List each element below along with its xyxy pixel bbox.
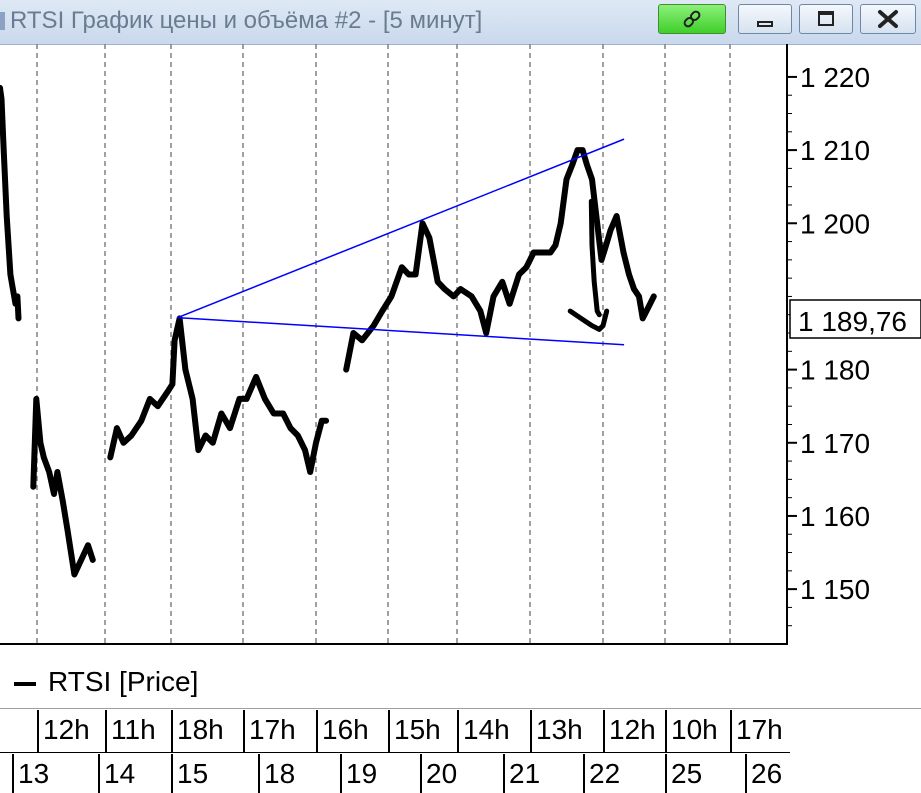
hand-drawn-arrow xyxy=(567,198,610,332)
time-axis-separator xyxy=(665,710,667,752)
time-label: 17h xyxy=(249,714,296,745)
time-axis-top-border xyxy=(0,708,921,709)
price-line-segment xyxy=(107,315,330,475)
time-axis-separator xyxy=(171,710,173,752)
time-label: 15h xyxy=(394,714,441,745)
time-axis-separator xyxy=(665,754,667,793)
time-axis-separator xyxy=(316,710,318,752)
price-chart: 1 220 1 210 1 200 1 180 1 170 1 160 1 150 1 18… xyxy=(0,44,921,645)
time-axis-separator xyxy=(37,710,39,752)
time-axis-separator xyxy=(503,754,505,793)
date-label: 22 xyxy=(589,758,621,789)
minimize-icon xyxy=(757,21,773,27)
date-label: 21 xyxy=(509,758,541,789)
trendline[interactable] xyxy=(177,316,625,346)
time-axis-separator xyxy=(388,710,390,752)
price-tick-label: 1 220 xyxy=(800,62,870,93)
date-label: 13 xyxy=(18,758,50,789)
time-label: 12h xyxy=(43,714,90,745)
chart-legend: RTSI [Price] xyxy=(14,666,198,698)
minimize-button[interactable] xyxy=(738,4,792,34)
date-label: 19 xyxy=(346,758,378,789)
date-label: 14 xyxy=(104,758,136,789)
time-axis-separator xyxy=(603,710,605,752)
date-label: 18 xyxy=(264,758,296,789)
legend-label: RTSI [Price] xyxy=(48,666,199,697)
time-label: 11h xyxy=(111,714,156,745)
close-button[interactable] xyxy=(860,4,916,34)
time-axis-divider xyxy=(0,752,790,753)
time-axis-separator xyxy=(745,754,747,793)
maximize-icon xyxy=(818,11,834,26)
date-label: 25 xyxy=(671,758,703,789)
time-axis-separator xyxy=(340,754,342,793)
link-button[interactable] xyxy=(658,4,726,34)
price-line-segment xyxy=(0,84,22,322)
time-axis-separator xyxy=(420,754,422,793)
time-label: 16h xyxy=(322,714,369,745)
time-label: 12h xyxy=(609,714,656,745)
price-tick-label: 1 180 xyxy=(800,355,870,386)
last-price-box xyxy=(789,299,921,339)
price-series xyxy=(0,84,657,578)
price-line-segment xyxy=(343,147,657,373)
time-label: 13h xyxy=(536,714,583,745)
time-axis-separator xyxy=(730,710,732,752)
window-titlebar: RTSI График цены и объёма #2 - [5 минут] xyxy=(0,0,921,45)
price-tick-label: 1 210 xyxy=(800,135,870,166)
time-axis-separator xyxy=(243,710,245,752)
arrow-stroke xyxy=(567,308,610,332)
time-label: 14h xyxy=(463,714,510,745)
window-icon xyxy=(0,12,5,30)
last-price-marker: 1 189,76 xyxy=(789,299,921,339)
price-tick-label: 1 160 xyxy=(800,501,870,532)
close-icon xyxy=(878,10,898,28)
time-axis-separator xyxy=(583,754,585,793)
trendline[interactable] xyxy=(177,138,625,319)
date-label: 15 xyxy=(177,758,209,789)
price-tick-label: 1 150 xyxy=(800,574,870,605)
time-axis-separator xyxy=(530,710,532,752)
time-axis-separator xyxy=(105,710,107,752)
date-label: 20 xyxy=(426,758,458,789)
link-icon xyxy=(683,10,701,28)
time-label: 17h xyxy=(736,714,783,745)
time-label: 18h xyxy=(177,714,224,745)
time-axis-separator xyxy=(98,754,100,793)
price-tick-label: 1 200 xyxy=(800,208,870,239)
time-axis-separator xyxy=(457,710,459,752)
window-title: RTSI График цены и объёма #2 - [5 минут] xyxy=(10,7,483,34)
time-axis-separator xyxy=(12,754,14,793)
time-label: 10h xyxy=(671,714,718,745)
date-label: 26 xyxy=(751,758,783,789)
time-axis-separator xyxy=(171,754,173,793)
price-line-segment xyxy=(30,395,96,578)
time-axis-separator xyxy=(258,754,260,793)
price-axis: 1 220 1 210 1 200 1 180 1 170 1 160 1 150 xyxy=(787,62,870,627)
arrow-stroke xyxy=(588,198,602,318)
last-price-label: 1 189,76 xyxy=(798,306,907,337)
trendlines xyxy=(177,138,625,346)
price-tick-label: 1 170 xyxy=(800,428,870,459)
legend-swatch xyxy=(14,681,36,686)
maximize-button[interactable] xyxy=(799,4,853,34)
vertical-gridlines xyxy=(36,44,731,644)
